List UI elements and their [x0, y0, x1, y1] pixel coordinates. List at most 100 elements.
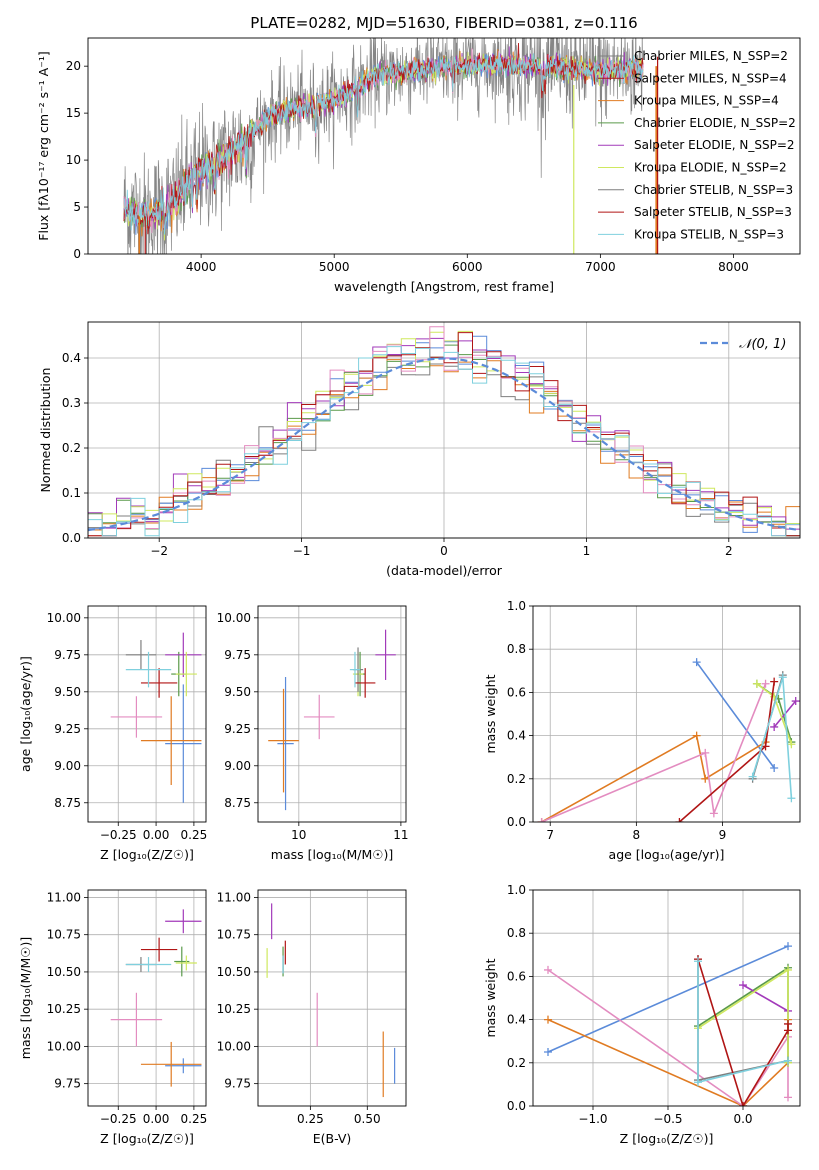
- x-tick-label: 0.25: [297, 1112, 324, 1126]
- errorbar-point: [165, 1058, 202, 1074]
- x-axis-label: wavelength [Angstrom, rest frame]: [334, 279, 554, 294]
- panel-spectrum: 4000 5000 6000 7000 8000 0 5 10 15 20 wavelength […: [36, 14, 801, 294]
- x-tick-label: 11: [393, 828, 408, 842]
- series-marker: [770, 722, 779, 731]
- y-tick-label: 0.4: [507, 729, 526, 743]
- y-tick-label: 0.8: [507, 642, 526, 656]
- y-tick-label: 0.8: [507, 926, 526, 940]
- errorbar-point: [375, 629, 396, 680]
- x-axis-label: (data-model)/error: [386, 563, 503, 578]
- errorbar-point: [140, 696, 202, 786]
- x-tick-label: −1: [293, 544, 311, 558]
- y-tick-label: 9.00: [54, 759, 81, 773]
- axes-frame: [87, 321, 801, 539]
- x-tick-label: 4000: [186, 260, 217, 274]
- y-tick-label: 15: [66, 106, 81, 120]
- x-axis-label: age [log₁₀(age/yr)]: [609, 847, 725, 862]
- y-tick-label: 11.00: [47, 890, 81, 904]
- errorbar-point: [349, 651, 361, 688]
- panel-residual-histogram: −2 −1 0 1 2 0.0 0.1 0.2 0.3 0.4 (data-model)/error…: [38, 321, 801, 578]
- x-tick-label: −0.25: [100, 828, 137, 842]
- y-axis-label: Normed distribution: [38, 368, 53, 493]
- series-marker: [694, 1078, 702, 1087]
- x-tick-label: 0: [440, 544, 448, 558]
- panel-mass-weight-vs-age: 7 8 9 0.0 0.2 0.4 0.6 0.8 1.0 age [log₁₀(age/yr)]…: [483, 599, 801, 862]
- x-axis-label: Z [log₁₀(Z/Z☉)]: [100, 1131, 194, 1146]
- legend-label: Salpeter MILES, N_SSP=4: [634, 71, 787, 85]
- series-marker: [544, 1048, 552, 1056]
- y-tick-label: 0.0: [507, 1099, 526, 1113]
- legend: Chabrier MILES, N_SSP=2 Salpeter MILES, N…: [598, 49, 796, 241]
- series-marker: [761, 742, 770, 751]
- x-tick-label: 2: [725, 544, 733, 558]
- x-tick-label: 6000: [452, 260, 483, 274]
- series-line: [695, 661, 775, 769]
- y-tick-label: 1.0: [507, 883, 526, 897]
- errorbar-point: [125, 651, 172, 688]
- x-axis-label: Z [log₁₀(Z/Z☉)]: [620, 1131, 714, 1146]
- series-marker: [752, 679, 761, 688]
- errorbar-point: [175, 651, 197, 697]
- errorbar-point: [354, 668, 376, 698]
- y-tick-label: 0.6: [507, 969, 526, 983]
- plot-area: [123, 38, 659, 254]
- y-tick-label: 0: [73, 247, 81, 261]
- y-tick-label: 8.75: [224, 796, 251, 810]
- x-tick-label: −1.0: [578, 1112, 607, 1126]
- series-marker: [770, 764, 779, 772]
- series-marker: [701, 774, 710, 783]
- axes-frame: [257, 605, 407, 823]
- y-tick-label: 9.25: [224, 722, 251, 736]
- errorbar-point: [125, 957, 172, 972]
- series-marker: [784, 1056, 792, 1065]
- y-tick-label: 10.00: [217, 611, 251, 625]
- plot-area: [544, 942, 792, 1106]
- series-marker: [787, 794, 796, 803]
- y-tick-label: 9.50: [54, 685, 81, 699]
- chart-title: PLATE=0282, MJD=51630, FIBERID=0381, z=0…: [250, 14, 637, 32]
- series-marker: [739, 1102, 747, 1106]
- axes-frame: [87, 37, 801, 255]
- series-marker: [709, 809, 718, 818]
- axes-frame: [87, 889, 207, 1107]
- axes-frame: [532, 605, 801, 823]
- errorbar-point: [110, 992, 163, 1047]
- errorbar-point: [140, 937, 178, 962]
- panel-mass-vs-ebv: 0.25 0.50 9.75 10.00 10.25 10.50 10.75 11.00 E(B…: [217, 889, 407, 1146]
- x-tick-label: 0.00: [143, 1112, 170, 1126]
- series-line: [547, 945, 789, 1053]
- series-marker: [694, 957, 702, 966]
- plot-area: [537, 658, 800, 822]
- errorbar-point: [165, 684, 202, 803]
- series-marker: [739, 981, 747, 990]
- y-tick-label: 0.4: [62, 351, 81, 365]
- y-tick-label: 0.0: [62, 531, 81, 545]
- x-tick-label: 7000: [585, 260, 616, 274]
- y-tick-label: 0.4: [507, 1013, 526, 1027]
- x-tick-label: −2: [150, 544, 168, 558]
- series-marker: [692, 658, 701, 667]
- axes-frame: [87, 605, 207, 823]
- errorbar-point: [165, 909, 202, 934]
- y-tick-label: 0.6: [507, 685, 526, 699]
- series-marker: [544, 965, 552, 974]
- spectrum-line: [123, 52, 644, 235]
- x-tick-label: 8000: [718, 260, 749, 274]
- x-tick-label: 8: [633, 828, 641, 842]
- legend-label: Chabrier MILES, N_SSP=2: [634, 49, 788, 63]
- y-tick-label: 0.3: [62, 396, 81, 410]
- histogram-series: [88, 346, 800, 537]
- series-marker: [784, 1093, 792, 1102]
- spectrum-line: [123, 38, 644, 254]
- series-marker: [692, 731, 701, 740]
- legend-label: Chabrier STELIB, N_SSP=3: [634, 183, 793, 197]
- x-axis-label: Z [log₁₀(Z/Z☉)]: [100, 847, 194, 862]
- series-marker: [701, 748, 710, 757]
- y-tick-label: 0.1: [62, 486, 81, 500]
- legend-label: 𝒩(0, 1): [739, 337, 786, 352]
- y-tick-label: 5: [73, 200, 81, 214]
- series-line: [547, 969, 789, 1106]
- y-tick-label: 10.50: [217, 965, 251, 979]
- legend-label: Kroupa MILES, N_SSP=4: [634, 94, 779, 108]
- y-tick-label: 1.0: [507, 599, 526, 613]
